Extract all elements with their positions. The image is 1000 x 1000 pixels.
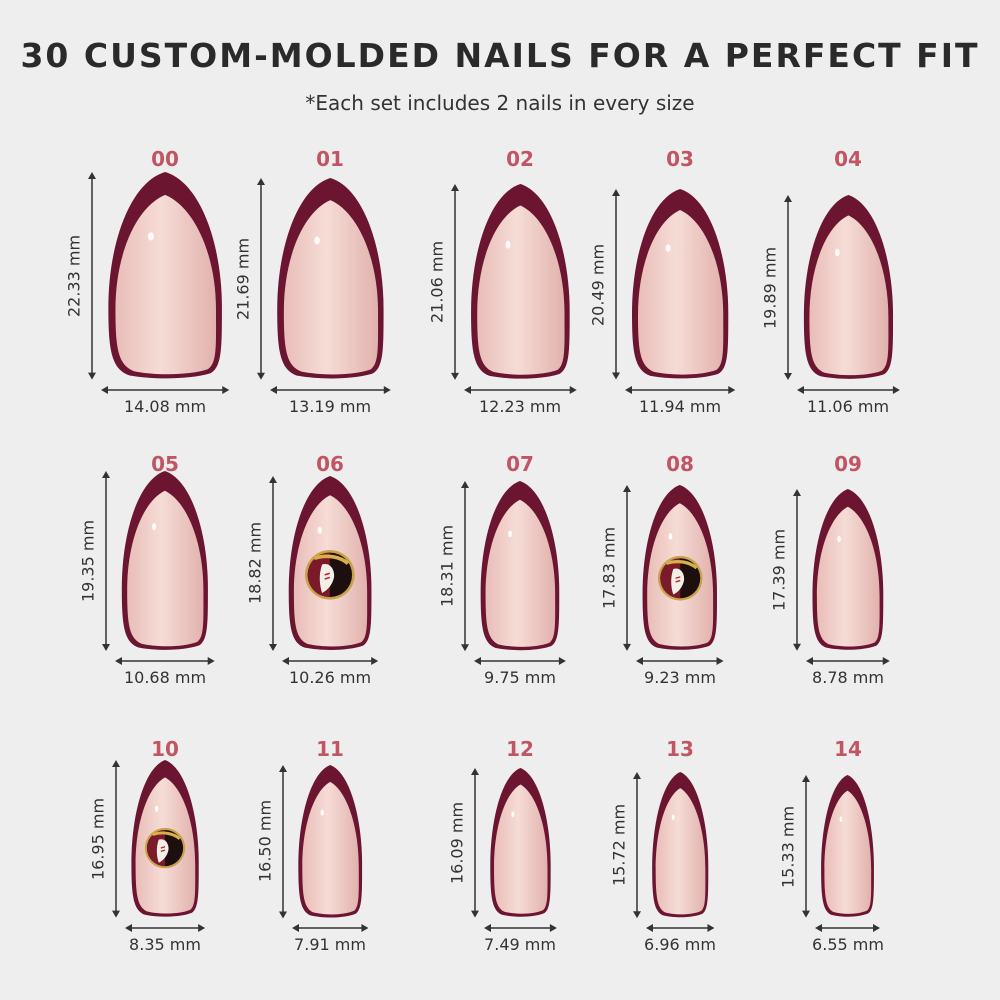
width-label: 11.94 mm [638, 397, 722, 416]
size-label: 03 [666, 147, 694, 171]
width-arrow [100, 386, 230, 394]
width-arrow [624, 386, 736, 394]
width-arrow [636, 657, 724, 665]
seminole-emblem-icon [144, 827, 186, 868]
width-label: 11.06 mm [806, 397, 890, 416]
press-on-nail [121, 471, 209, 650]
length-label: 22.33 mm [64, 235, 84, 318]
press-on-nail [651, 771, 709, 918]
length-arrow [268, 475, 277, 651]
width-arrow [483, 924, 557, 932]
width-label: 9.75 mm [484, 668, 556, 687]
press-on-nail [631, 189, 729, 379]
length-label: 17.83 mm [599, 527, 619, 610]
size-label: 09 [834, 452, 862, 476]
press-on-nail [812, 489, 884, 651]
length-arrow [102, 471, 111, 651]
width-arrow [269, 386, 391, 394]
width-arrow [463, 386, 577, 394]
width-label: 10.68 mm [123, 668, 207, 687]
size-label: 01 [316, 147, 344, 171]
size-label: 06 [316, 452, 344, 476]
size-label: 14 [834, 737, 862, 761]
width-arrow [474, 657, 566, 665]
length-arrow [611, 189, 620, 380]
page-title: 30 CUSTOM-MOLDED NAILS FOR A PERFECT FIT [20, 36, 980, 75]
length-arrow [450, 184, 459, 380]
length-label: 15.33 mm [778, 805, 798, 888]
length-arrow [470, 768, 479, 918]
width-arrow [645, 924, 715, 932]
length-arrow [87, 172, 96, 380]
length-label: 19.89 mm [760, 246, 780, 329]
length-label: 18.31 mm [437, 524, 457, 607]
press-on-nail [108, 172, 222, 379]
size-label: 02 [506, 147, 534, 171]
length-arrow [461, 480, 470, 651]
width-arrow [291, 924, 369, 932]
width-label: 7.49 mm [484, 935, 556, 954]
size-label: 08 [666, 452, 694, 476]
subtitle: *Each set includes 2 nails in every size [305, 91, 695, 115]
width-label: 14.08 mm [123, 397, 207, 416]
length-arrow [256, 178, 265, 380]
width-arrow [115, 657, 215, 665]
length-label: 16.95 mm [88, 798, 108, 881]
length-label: 16.50 mm [255, 800, 275, 883]
press-on-nail [821, 775, 875, 918]
press-on-nail [480, 480, 560, 650]
width-label: 6.55 mm [812, 935, 884, 954]
width-arrow [806, 657, 890, 665]
press-on-nail [298, 764, 362, 918]
length-label: 16.09 mm [447, 802, 467, 885]
size-label: 00 [151, 147, 179, 171]
length-arrow [793, 489, 802, 651]
length-label: 15.72 mm [609, 803, 629, 886]
width-arrow [124, 924, 206, 932]
length-label: 19.35 mm [78, 519, 98, 603]
press-on-nail [489, 768, 551, 918]
size-label: 11 [316, 737, 344, 761]
length-label: 20.49 mm [588, 243, 608, 326]
press-on-nail [276, 178, 384, 379]
size-label: 13 [666, 737, 694, 761]
length-arrow [802, 775, 811, 918]
length-label: 17.39 mm [769, 529, 789, 612]
seminole-emblem-icon [657, 555, 703, 601]
press-on-nail [803, 195, 893, 379]
width-label: 13.19 mm [288, 397, 372, 416]
width-arrow [796, 386, 900, 394]
size-label: 10 [151, 737, 179, 761]
width-arrow [281, 657, 379, 665]
length-label: 21.69 mm [233, 238, 253, 321]
size-label: 07 [506, 452, 534, 476]
width-arrow [815, 924, 881, 932]
width-label: 6.96 mm [644, 935, 716, 954]
length-arrow [632, 771, 641, 918]
length-arrow [623, 485, 632, 651]
length-arrow [111, 760, 120, 918]
press-on-nail [470, 184, 570, 379]
size-label: 12 [506, 737, 534, 761]
length-arrow [278, 764, 287, 918]
width-label: 7.91 mm [294, 935, 366, 954]
width-label: 10.26 mm [288, 668, 372, 687]
length-label: 21.06 mm [427, 241, 447, 324]
length-arrow [783, 195, 792, 380]
length-label: 18.82 mm [245, 522, 265, 605]
seminole-emblem-icon [305, 550, 355, 601]
width-label: 9.23 mm [644, 668, 716, 687]
size-label: 04 [834, 147, 862, 171]
width-label: 8.78 mm [812, 668, 884, 687]
width-label: 8.35 mm [129, 935, 201, 954]
width-label: 12.23 mm [478, 397, 562, 416]
